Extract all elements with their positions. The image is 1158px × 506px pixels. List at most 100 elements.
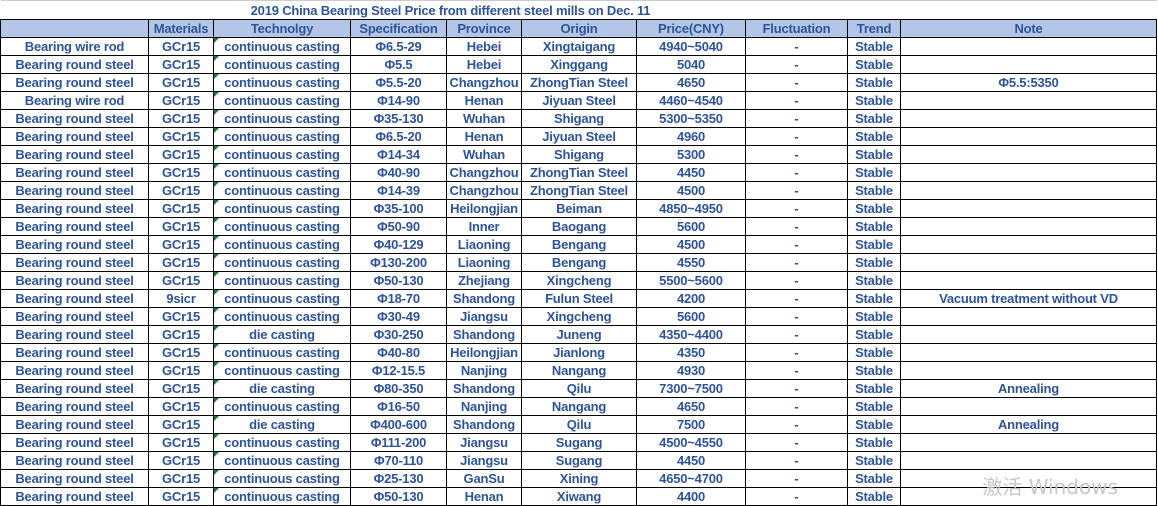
cell-technology[interactable]: continuous casting <box>213 199 351 218</box>
cell-fluctuation[interactable]: - <box>745 127 848 146</box>
cell-note[interactable] <box>900 109 1157 128</box>
cell-province[interactable]: Wuhan <box>446 145 522 164</box>
cell-product[interactable]: Bearing round steel <box>0 73 149 92</box>
cell-materials[interactable]: GCr15 <box>148 415 214 434</box>
cell-materials[interactable]: GCr15 <box>148 217 214 236</box>
cell-note[interactable]: Annealing <box>900 415 1157 434</box>
cell-materials[interactable]: GCr15 <box>148 325 214 344</box>
cell-technology[interactable]: continuous casting <box>213 343 351 362</box>
cell-specification[interactable]: Φ5.5-20 <box>350 73 447 92</box>
cell-specification[interactable]: Φ14-34 <box>350 145 447 164</box>
cell-fluctuation[interactable]: - <box>745 325 848 344</box>
cell-product[interactable]: Bearing round steel <box>0 271 149 290</box>
cell-note[interactable] <box>900 361 1157 380</box>
cell-technology[interactable]: continuous casting <box>213 307 351 326</box>
cell-technology[interactable]: continuous casting <box>213 181 351 200</box>
cell-specification[interactable]: Φ130-200 <box>350 253 447 272</box>
cell-origin[interactable]: Qilu <box>521 415 637 434</box>
cell-materials[interactable]: GCr15 <box>148 307 214 326</box>
cell-note[interactable] <box>900 253 1157 272</box>
cell-fluctuation[interactable]: - <box>745 343 848 362</box>
cell-note[interactable] <box>900 235 1157 254</box>
cell-trend[interactable]: Stable <box>847 217 901 236</box>
cell-trend[interactable]: Stable <box>847 307 901 326</box>
cell-origin[interactable]: Bengang <box>521 253 637 272</box>
empty-cell[interactable] <box>900 0 1157 20</box>
cell-materials[interactable]: GCr15 <box>148 487 214 506</box>
cell-trend[interactable]: Stable <box>847 181 901 200</box>
cell-technology[interactable]: continuous casting <box>213 397 351 416</box>
cell-trend[interactable]: Stable <box>847 469 901 488</box>
cell-materials[interactable]: GCr15 <box>148 397 214 416</box>
cell-origin[interactable]: Shigang <box>521 109 637 128</box>
cell-product[interactable]: Bearing round steel <box>0 379 149 398</box>
cell-fluctuation[interactable]: - <box>745 451 848 470</box>
cell-materials[interactable]: GCr15 <box>148 181 214 200</box>
cell-fluctuation[interactable]: - <box>745 37 848 56</box>
cell-specification[interactable]: Φ35-100 <box>350 199 447 218</box>
cell-specification[interactable]: Φ35-130 <box>350 109 447 128</box>
cell-technology[interactable]: continuous casting <box>213 487 351 506</box>
cell-price[interactable]: 4930 <box>636 361 746 380</box>
cell-trend[interactable]: Stable <box>847 397 901 416</box>
cell-fluctuation[interactable]: - <box>745 235 848 254</box>
cell-specification[interactable]: Φ50-130 <box>350 271 447 290</box>
cell-materials[interactable]: GCr15 <box>148 91 214 110</box>
cell-price[interactable]: 4550 <box>636 253 746 272</box>
cell-specification[interactable]: Φ18-70 <box>350 289 447 308</box>
cell-note[interactable] <box>900 325 1157 344</box>
cell-specification[interactable]: Φ50-90 <box>350 217 447 236</box>
cell-technology[interactable]: continuous casting <box>213 451 351 470</box>
cell-specification[interactable]: Φ14-90 <box>350 91 447 110</box>
cell-product[interactable]: Bearing round steel <box>0 343 149 362</box>
cell-product[interactable]: Bearing round steel <box>0 397 149 416</box>
cell-materials[interactable]: GCr15 <box>148 361 214 380</box>
cell-price[interactable]: 5500~5600 <box>636 271 746 290</box>
cell-origin[interactable]: ZhongTian Steel <box>521 163 637 182</box>
cell-fluctuation[interactable]: - <box>745 289 848 308</box>
cell-fluctuation[interactable]: - <box>745 91 848 110</box>
cell-technology[interactable]: continuous casting <box>213 163 351 182</box>
cell-specification[interactable]: Φ30-250 <box>350 325 447 344</box>
cell-province[interactable]: GanSu <box>446 469 522 488</box>
cell-specification[interactable]: Φ50-130 <box>350 487 447 506</box>
cell-specification[interactable]: Φ40-129 <box>350 235 447 254</box>
cell-product[interactable]: Bearing round steel <box>0 289 149 308</box>
cell-materials[interactable]: GCr15 <box>148 163 214 182</box>
sheet-title[interactable]: 2019 China Bearing Steel Price from diff… <box>0 0 901 20</box>
cell-price[interactable]: 5040 <box>636 55 746 74</box>
cell-fluctuation[interactable]: - <box>745 379 848 398</box>
cell-specification[interactable]: Φ6.5-20 <box>350 127 447 146</box>
header-price[interactable]: Price(CNY) <box>636 19 746 38</box>
cell-materials[interactable]: GCr15 <box>148 253 214 272</box>
cell-origin[interactable]: Baogang <box>521 217 637 236</box>
cell-materials[interactable]: GCr15 <box>148 271 214 290</box>
cell-origin[interactable]: Jianlong <box>521 343 637 362</box>
cell-price[interactable]: 4850~4950 <box>636 199 746 218</box>
cell-technology[interactable]: continuous casting <box>213 289 351 308</box>
cell-product[interactable]: Bearing round steel <box>0 109 149 128</box>
cell-origin[interactable]: Xingcheng <box>521 271 637 290</box>
cell-product[interactable]: Bearing round steel <box>0 469 149 488</box>
cell-price[interactable]: 5600 <box>636 217 746 236</box>
cell-product[interactable]: Bearing round steel <box>0 361 149 380</box>
cell-province[interactable]: Shandong <box>446 325 522 344</box>
cell-trend[interactable]: Stable <box>847 343 901 362</box>
cell-fluctuation[interactable]: - <box>745 433 848 452</box>
cell-materials[interactable]: GCr15 <box>148 145 214 164</box>
cell-technology[interactable]: continuous casting <box>213 361 351 380</box>
cell-note[interactable] <box>900 433 1157 452</box>
cell-product[interactable]: Bearing round steel <box>0 55 149 74</box>
cell-origin[interactable]: Juneng <box>521 325 637 344</box>
cell-province[interactable]: Hebei <box>446 37 522 56</box>
cell-trend[interactable]: Stable <box>847 271 901 290</box>
cell-specification[interactable]: Φ5.5 <box>350 55 447 74</box>
cell-materials[interactable]: GCr15 <box>148 73 214 92</box>
cell-trend[interactable]: Stable <box>847 235 901 254</box>
cell-technology[interactable]: die casting <box>213 415 351 434</box>
cell-trend[interactable]: Stable <box>847 379 901 398</box>
cell-origin[interactable]: Jiyuan Steel <box>521 91 637 110</box>
cell-technology[interactable]: continuous casting <box>213 217 351 236</box>
cell-province[interactable]: Jiangsu <box>446 307 522 326</box>
cell-price[interactable]: 7300~7500 <box>636 379 746 398</box>
